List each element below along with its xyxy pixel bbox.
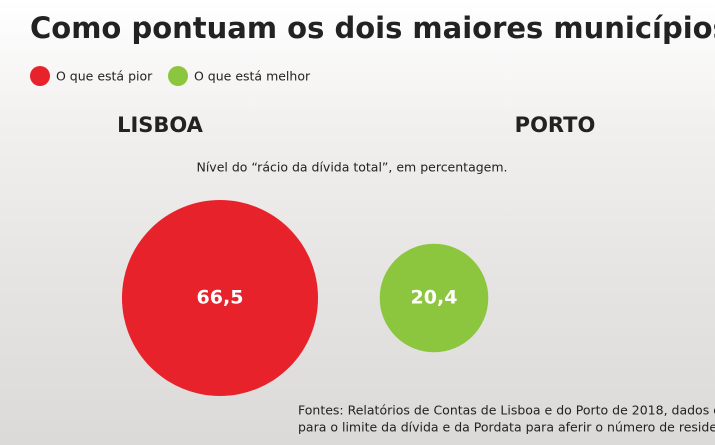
bubble <box>121 199 319 397</box>
bubble <box>379 243 489 353</box>
value-label: 66,5 <box>197 287 244 309</box>
subtitle: Nível do “rácio da dívida total”, em per… <box>196 160 507 175</box>
legend-swatch <box>168 66 188 86</box>
category-label: LISBOA <box>117 113 204 137</box>
legend-label: O que está melhor <box>194 69 311 84</box>
legend-label: O que está pior <box>56 69 153 84</box>
source: Fontes: Relatórios de Contas de Lisboa e… <box>298 403 715 418</box>
chart-title: Como pontuam os dois maiores municípios? <box>30 11 715 45</box>
legend-swatch <box>30 66 50 86</box>
value-label: 20,4 <box>411 287 458 309</box>
source: para o limite da dívida e da Pordata par… <box>298 420 715 435</box>
category-label: PORTO <box>515 113 596 137</box>
